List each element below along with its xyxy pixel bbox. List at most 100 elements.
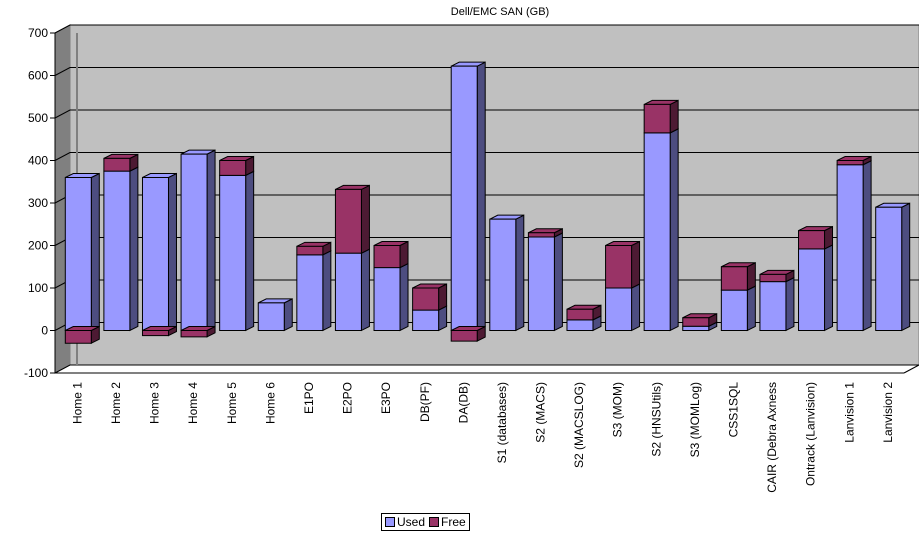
bar-used-side [283, 298, 293, 332]
bar-used-side [476, 61, 486, 332]
x-tick-label: S2 (MACSLOG) [572, 382, 586, 468]
y-tick-label: 400 [28, 154, 48, 168]
bar-used [141, 177, 169, 331]
bar-used-side [901, 202, 911, 332]
x-tick-label: CAIR (Debra Axness [765, 382, 779, 493]
bar-used [219, 174, 247, 331]
bar-free [527, 232, 555, 238]
legend-label-used: Used [397, 515, 426, 529]
bar-free [605, 245, 633, 289]
x-tick-label: E1PO [302, 382, 316, 414]
bar-used [373, 267, 401, 332]
floor-edge [903, 364, 919, 374]
y-tick-label: -100 [24, 366, 48, 380]
y-tick-label: 300 [28, 196, 48, 210]
bar-free [450, 330, 478, 342]
chart-legend: Used Free [381, 513, 470, 531]
bar-used-side [206, 149, 216, 332]
bar-free-side [360, 184, 370, 254]
bar-used [527, 236, 555, 331]
x-tick-label: S2 (HNSUtils) [649, 382, 663, 457]
x-tick-label: S1 (databases) [495, 382, 509, 463]
bar-used [566, 319, 594, 331]
bar-used-side [669, 128, 679, 332]
bar-used [489, 218, 517, 331]
x-tick-label: Home 4 [186, 382, 200, 424]
x-tick-label: Home 1 [70, 382, 84, 424]
bar-free [219, 160, 247, 176]
bar-used-side [360, 248, 370, 332]
bar-used-side [129, 166, 139, 332]
x-tick-label: Lanvision 2 [881, 382, 895, 443]
bar-used [682, 325, 710, 331]
bar-used [759, 281, 787, 331]
bar-used [180, 153, 208, 331]
y-tick-label: 600 [28, 69, 48, 83]
bar-used [875, 206, 903, 331]
bar-used-side [245, 170, 255, 332]
x-tick-label: S3 (MOMLog) [688, 382, 702, 457]
bar-free-side [631, 240, 641, 289]
x-tick-label: DA(DB) [456, 382, 470, 423]
x-tick-label: Home 6 [263, 382, 277, 424]
x-tick-label: DB(PF) [418, 382, 432, 422]
plot-area: -100 0 100 200 300 400 500 600 700 Home 1 Home 2 Ho… [24, 24, 919, 493]
bar-used-side [862, 159, 872, 332]
bar-free [720, 266, 748, 291]
legend-item-used: Used [385, 515, 425, 529]
x-tick-label: Home 2 [109, 382, 123, 424]
gridline [54, 24, 919, 34]
bar-free [836, 160, 864, 166]
bar-used [334, 252, 362, 331]
bar-used [64, 177, 92, 331]
bar-free-side [746, 261, 756, 291]
bar-free-side [669, 99, 679, 134]
legend-label-free: Free [441, 515, 466, 529]
gridline [54, 109, 919, 119]
bar-used-side [167, 172, 177, 332]
bar-free [373, 245, 401, 269]
bar-free [682, 317, 710, 327]
bar-used [836, 164, 864, 331]
bar-free [180, 330, 208, 338]
bar-used-side [399, 262, 409, 332]
bar-used-side [746, 285, 756, 332]
bar-used-side [553, 232, 563, 332]
bar-free [643, 103, 671, 134]
bar-used-side [631, 283, 641, 332]
bar-free [412, 287, 440, 311]
x-tick-label: CSS1SQL [727, 382, 741, 438]
bar-used-side [515, 214, 525, 332]
x-tick-label: S3 (MOM) [611, 382, 625, 437]
chart-title: Dell/EMC SAN (GB) [451, 6, 549, 18]
x-tick-label: S2 (MACS) [534, 382, 548, 443]
bar-used [412, 309, 440, 332]
y-tick-label: 700 [28, 26, 48, 40]
bar-used [720, 289, 748, 331]
bar-used-side [90, 172, 100, 332]
bar-free [141, 330, 169, 337]
y-tick-label: 0 [41, 324, 48, 338]
legend-swatch-free [429, 517, 440, 527]
bar-used [103, 170, 131, 331]
bar-free [798, 230, 826, 250]
bar-used [643, 132, 671, 331]
legend-swatch-used [385, 517, 395, 527]
bar-used [296, 254, 324, 332]
bar-used-side [322, 250, 332, 332]
y-tick-label: 200 [28, 239, 48, 253]
bar-used [450, 65, 478, 332]
x-tick-label: Home 3 [148, 382, 162, 424]
gridline [54, 152, 919, 161]
bar-used [798, 248, 826, 331]
x-tick-label: E3PO [379, 382, 393, 414]
bar-free [759, 273, 787, 283]
bar-free [64, 330, 92, 344]
bar-free [296, 245, 324, 256]
x-tick-label: Home 5 [225, 382, 239, 424]
x-tick-label: Lanvision 1 [842, 382, 856, 443]
y-tick-label: 100 [28, 281, 48, 295]
bar-used [257, 302, 285, 331]
bar-used-side [785, 276, 795, 332]
